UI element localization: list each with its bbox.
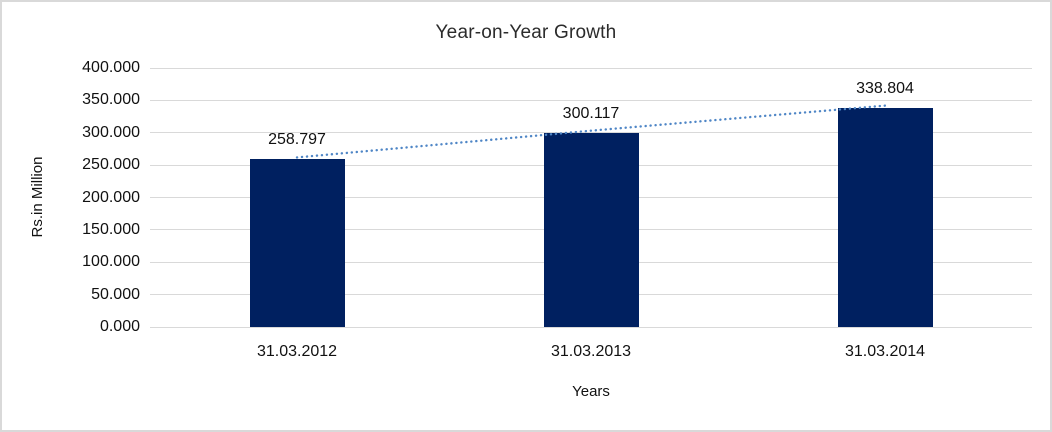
y-tick-label: 200.000 [82, 188, 140, 206]
y-tick-label: 350.000 [82, 91, 140, 109]
bar [543, 132, 639, 327]
x-tick-label: 31.03.2012 [256, 343, 338, 360]
y-tick-label: 250.000 [82, 156, 140, 174]
bar [837, 107, 933, 327]
y-tick-label: 50.000 [91, 285, 140, 303]
bar-data-label: 338.804 [856, 79, 914, 97]
y-tick-label: 150.000 [82, 220, 140, 238]
gridline [150, 99, 1032, 101]
x-axis-line [150, 326, 1032, 328]
chart-title: Year-on-Year Growth [435, 22, 617, 43]
x-axis-title: Years [572, 383, 610, 400]
x-tick-label: 31.03.2013 [550, 343, 632, 360]
x-tick-label: 31.03.2014 [844, 343, 926, 360]
trendline [295, 104, 887, 159]
bar [249, 159, 345, 327]
y-tick-label: 300.000 [82, 123, 140, 141]
plot-area: 258.797 300.117 338.804 [150, 67, 1032, 328]
y-tick-label: 100.000 [82, 253, 140, 271]
bar-data-label: 258.797 [268, 131, 326, 149]
y-tick-label: 0.000 [99, 318, 140, 335]
bar-data-label: 300.117 [562, 104, 620, 122]
gridline [150, 67, 1032, 69]
y-tick-label: 400.000 [82, 59, 140, 76]
